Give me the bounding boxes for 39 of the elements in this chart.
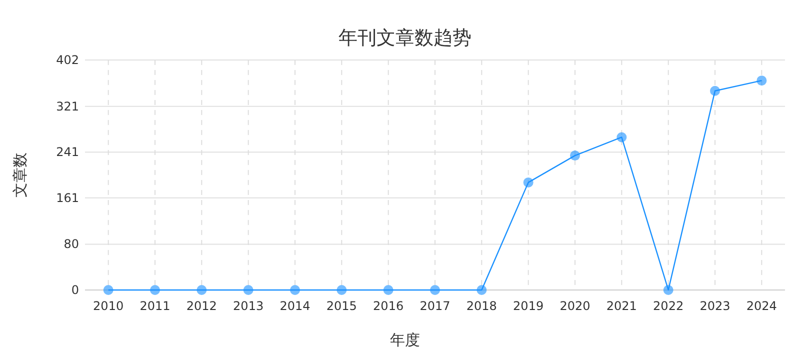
x-tick-label: 2020 <box>560 299 590 313</box>
x-tick-label: 2018 <box>466 299 497 313</box>
point <box>150 285 160 295</box>
y-tick-label: 0 <box>71 283 79 297</box>
y-tick-label: 321 <box>56 99 79 114</box>
point <box>103 285 114 295</box>
y-tick-label: 241 <box>56 145 79 160</box>
point <box>430 285 440 295</box>
x-tick-label: 2017 <box>420 299 450 313</box>
point <box>710 86 720 96</box>
x-tick-label: 2014 <box>280 299 310 313</box>
x-tick-label: 2012 <box>186 299 217 313</box>
point <box>383 285 394 295</box>
x-tick-label: 2011 <box>140 299 170 313</box>
y-tick-label: 161 <box>56 190 79 205</box>
point <box>243 285 254 295</box>
point <box>336 285 347 295</box>
point <box>196 285 207 295</box>
x-tick-label: 2013 <box>233 299 264 313</box>
x-tick-label: 2022 <box>653 299 684 313</box>
x-tick-label: 2024 <box>746 299 777 313</box>
x-tick-label: 2010 <box>93 299 124 313</box>
x-tick-label: 2015 <box>326 299 357 313</box>
chart-title: 年刊文章数趋势 <box>338 27 472 49</box>
y-tick-label: 402 <box>56 53 79 67</box>
point <box>290 285 300 295</box>
x-tick-label: 2021 <box>606 299 637 313</box>
x-tick-label: 2023 <box>700 299 730 313</box>
point <box>523 177 534 188</box>
y-axis-title: 文章数 <box>11 152 29 198</box>
point <box>663 285 674 295</box>
point <box>756 76 767 86</box>
x-tick-label: 2016 <box>373 299 404 313</box>
point <box>570 150 580 161</box>
point <box>476 285 487 295</box>
x-axis-title: 年度 <box>390 331 420 349</box>
y-tick-label: 80 <box>64 237 79 252</box>
x-tick-label: 2019 <box>513 299 544 313</box>
point <box>616 132 627 142</box>
